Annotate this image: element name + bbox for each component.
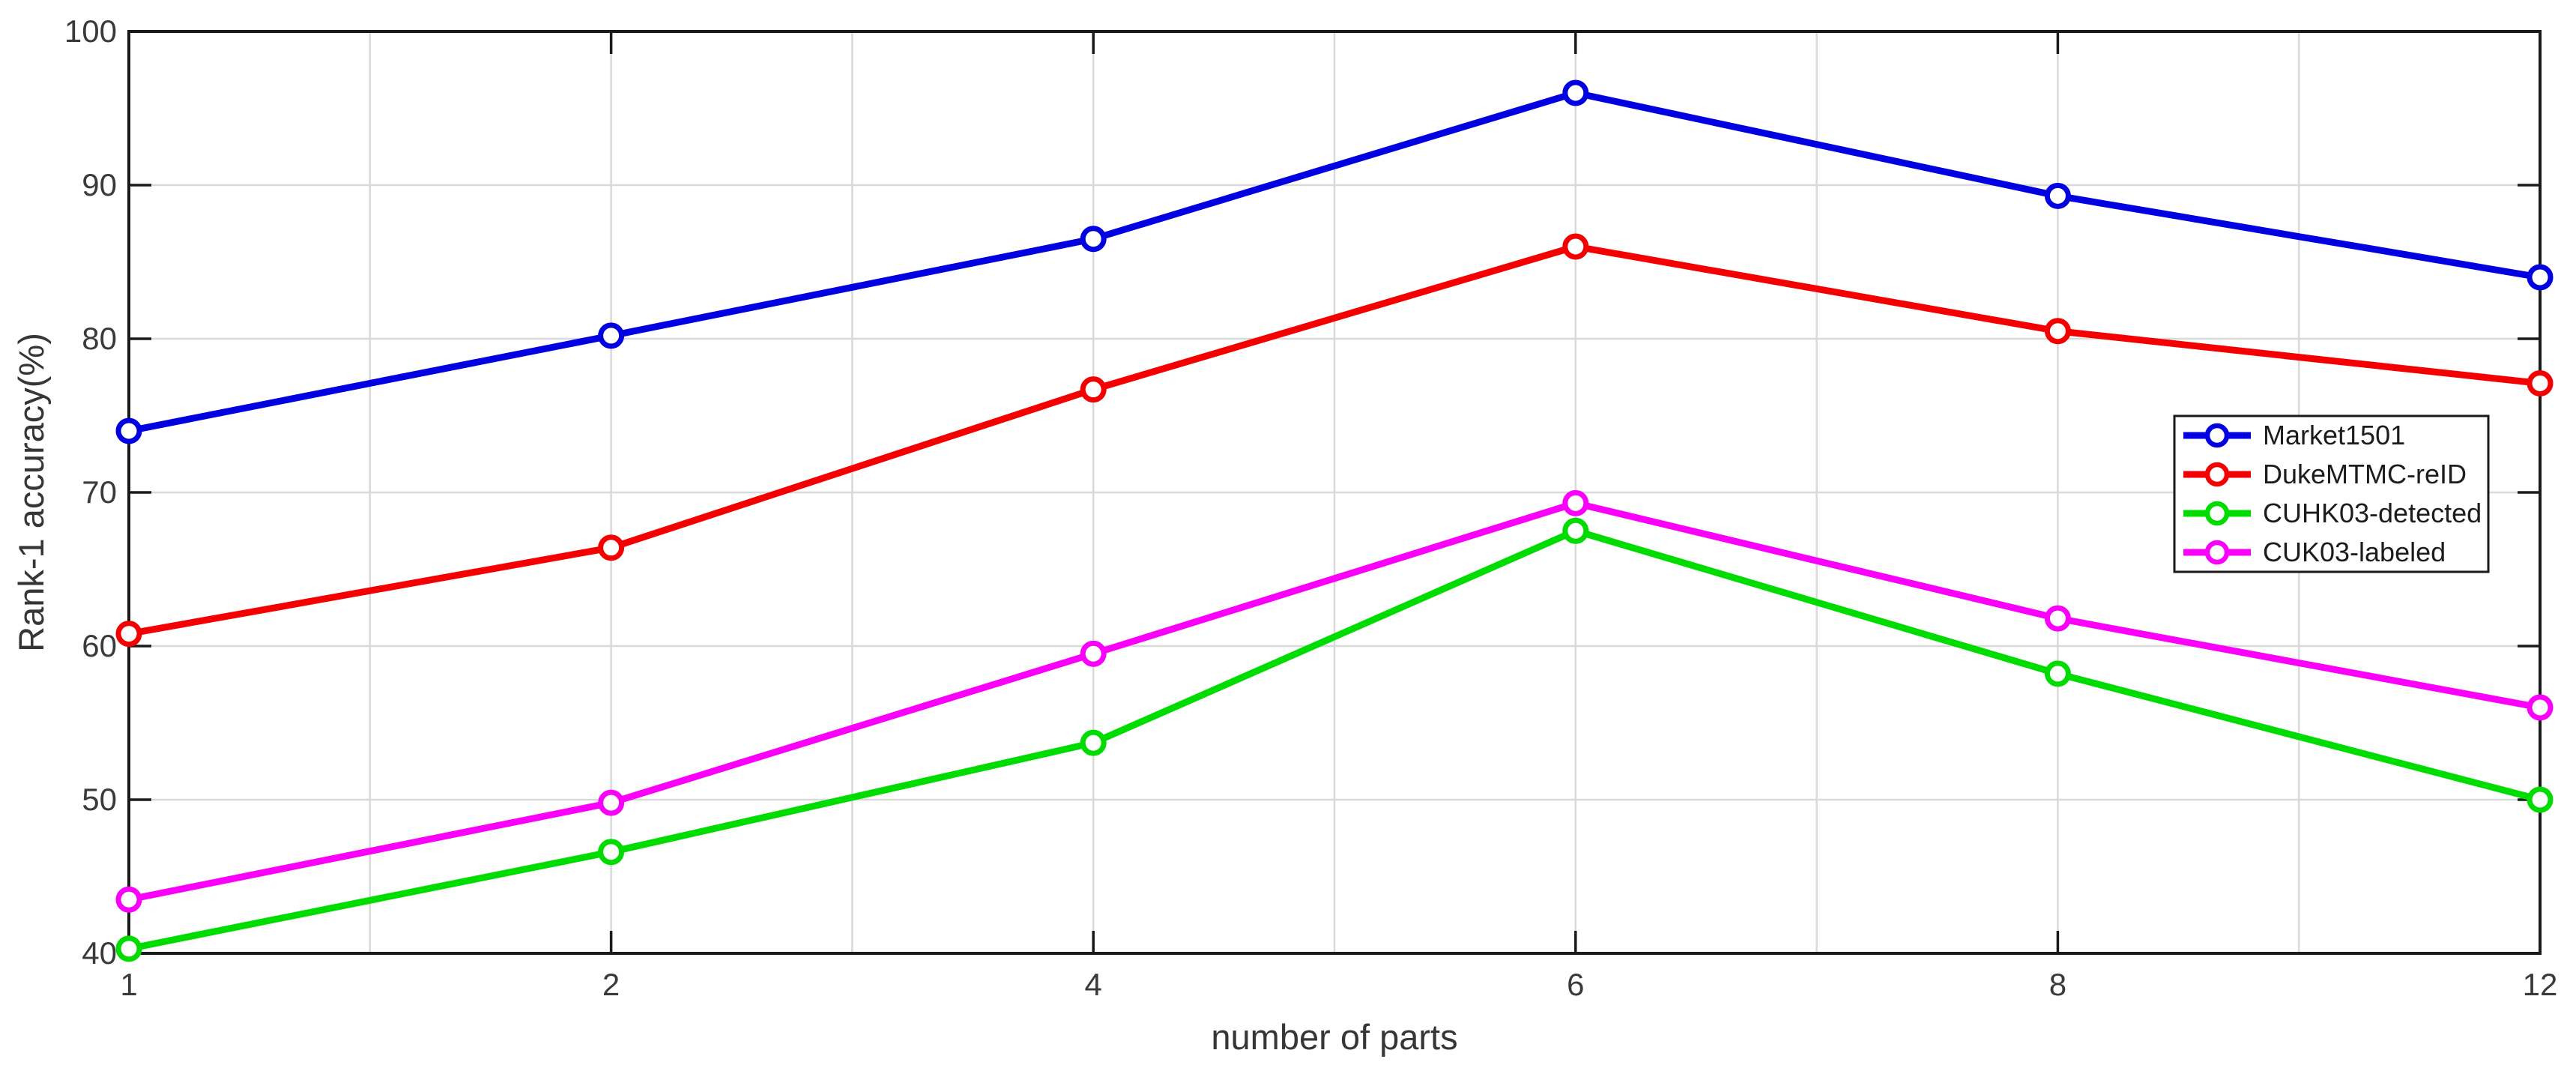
legend-entry-label: Market1501	[2263, 420, 2405, 450]
legend: Market1501 DukeMTMC-reID CUHK03-detected CU…	[2173, 414, 2490, 573]
data-point-Market1501-x2	[598, 322, 625, 349]
legend-entry-label: CUHK03-detected	[2263, 498, 2482, 528]
x-tick-label: 12	[2523, 967, 2558, 1002]
y-tick-label: 100	[64, 13, 117, 49]
data-point-CUHK03-detected-x4	[1080, 729, 1107, 756]
x-tick-label: 2	[602, 967, 620, 1002]
x-tick-label: 1	[120, 967, 137, 1002]
data-point-DukeMTMC-reID-x12	[2527, 369, 2554, 396]
data-point-DukeMTMC-reID-x2	[598, 534, 625, 561]
x-tick-label: 8	[2049, 967, 2066, 1002]
data-point-CUK03-labeled-x6	[1562, 489, 1589, 516]
data-point-DukeMTMC-reID-x6	[1562, 233, 1589, 260]
data-point-CUHK03-detected-x1	[115, 935, 142, 962]
series-layer	[115, 79, 2554, 962]
y-tick-label: 40	[82, 935, 117, 971]
data-point-CUHK03-detected-x6	[1562, 517, 1589, 544]
data-point-DukeMTMC-reID-x8	[2044, 318, 2071, 345]
data-point-DukeMTMC-reID-x4	[1080, 376, 1107, 403]
data-point-DukeMTMC-reID-x1	[115, 621, 142, 648]
y-tick-label: 50	[82, 782, 117, 817]
legend-marker	[2204, 462, 2230, 487]
data-point-Market1501-x12	[2527, 264, 2554, 291]
data-point-CUHK03-detected-x2	[598, 839, 625, 866]
data-point-CUK03-labeled-x2	[598, 789, 625, 816]
data-point-CUK03-labeled-x8	[2044, 605, 2071, 632]
y-tick-label: 70	[82, 474, 117, 510]
legend-entry-label: DukeMTMC-reID	[2263, 459, 2467, 489]
series-line-Market1501	[125, 89, 2544, 435]
data-point-CUK03-labeled-x4	[1080, 640, 1107, 667]
data-point-CUHK03-detected-x8	[2044, 660, 2071, 687]
data-point-Market1501-x8	[2044, 182, 2071, 209]
data-point-CUHK03-detected-x12	[2527, 786, 2554, 813]
y-tick-label: 90	[82, 167, 117, 202]
data-point-CUK03-labeled-x1	[115, 886, 142, 913]
data-point-CUK03-labeled-x12	[2527, 694, 2554, 721]
y-tick-label: 60	[82, 628, 117, 663]
x-axis-label: number of parts	[1211, 1017, 1457, 1057]
data-point-Market1501-x4	[1080, 226, 1107, 253]
plot-border	[127, 30, 2542, 955]
legend-marker	[2204, 501, 2230, 526]
x-tick-label: 4	[1085, 967, 1102, 1002]
y-axis-label: Rank-1 accuracy(%)	[11, 333, 51, 652]
series-line-CUK03-labeled	[125, 499, 2544, 903]
legend-marker	[2204, 423, 2230, 448]
x-tick-label: 6	[1567, 967, 1584, 1002]
axis-box	[127, 30, 2542, 955]
legend-entry-label: CUK03-labeled	[2263, 537, 2446, 567]
series-line-CUHK03-detected	[125, 527, 2544, 953]
data-point-Market1501-x1	[115, 417, 142, 444]
data-point-Market1501-x6	[1562, 79, 1589, 106]
series-line-DukeMTMC-reID	[125, 243, 2544, 638]
y-tick-label: 80	[82, 321, 117, 356]
legend-marker	[2204, 540, 2230, 565]
